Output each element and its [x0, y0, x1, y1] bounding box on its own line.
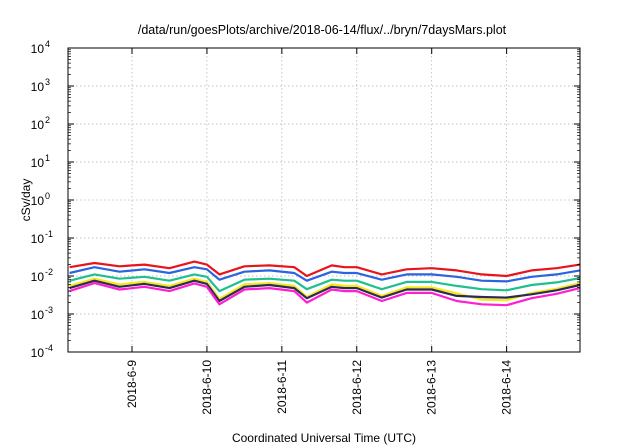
series-line-2	[69, 266, 581, 283]
y-tick-label: 10	[31, 270, 45, 284]
y-tick-label: 10	[31, 42, 45, 56]
x-tick-label: 2018-6-13	[425, 360, 439, 415]
y-tick-exponent: -1	[45, 229, 53, 239]
series-group	[69, 260, 581, 307]
series-line-1	[69, 260, 581, 278]
y-axis-label: cSv/day	[19, 179, 33, 222]
series-line-5	[69, 279, 581, 303]
y-tick-exponent: 3	[45, 77, 50, 87]
x-tick-label: 2018-6-11	[275, 360, 289, 414]
series-line-6	[69, 282, 581, 307]
chart-title: /data/run/goesPlots/archive/2018-06-14/f…	[138, 23, 507, 37]
y-tick-label: 10	[31, 308, 45, 322]
x-tick-label: 2018-6-9	[125, 360, 139, 408]
x-axis-label: Coordinated Universal Time (UTC)	[232, 431, 416, 445]
y-tick-label: 10	[31, 346, 45, 360]
x-axis: 2018-6-9 2018-6-10 2018-6-11 2018-6-12 2018-…	[125, 48, 514, 415]
y-tick-label: 10	[31, 80, 45, 94]
series-line-3	[69, 273, 581, 293]
y-tick-label: 10	[31, 232, 45, 246]
y-tick-exponent: -3	[45, 305, 53, 315]
y-tick-exponent: 0	[45, 191, 50, 201]
y-tick-exponent: 1	[45, 153, 50, 163]
x-tick-label: 2018-6-10	[200, 360, 214, 415]
y-tick-label: 10	[31, 194, 45, 208]
x-tick-label: 2018-6-12	[350, 360, 364, 415]
series-line-4	[69, 277, 581, 302]
y-tick-exponent: 2	[45, 115, 50, 125]
y-tick-exponent: -4	[45, 343, 53, 353]
y-tick-exponent: 4	[45, 39, 50, 49]
y-tick-label: 10	[31, 118, 45, 132]
grid	[68, 48, 580, 352]
y-tick-label: 10	[31, 156, 45, 170]
x-tick-label: 2018-6-14	[500, 360, 514, 415]
y-tick-exponent: -2	[45, 267, 53, 277]
